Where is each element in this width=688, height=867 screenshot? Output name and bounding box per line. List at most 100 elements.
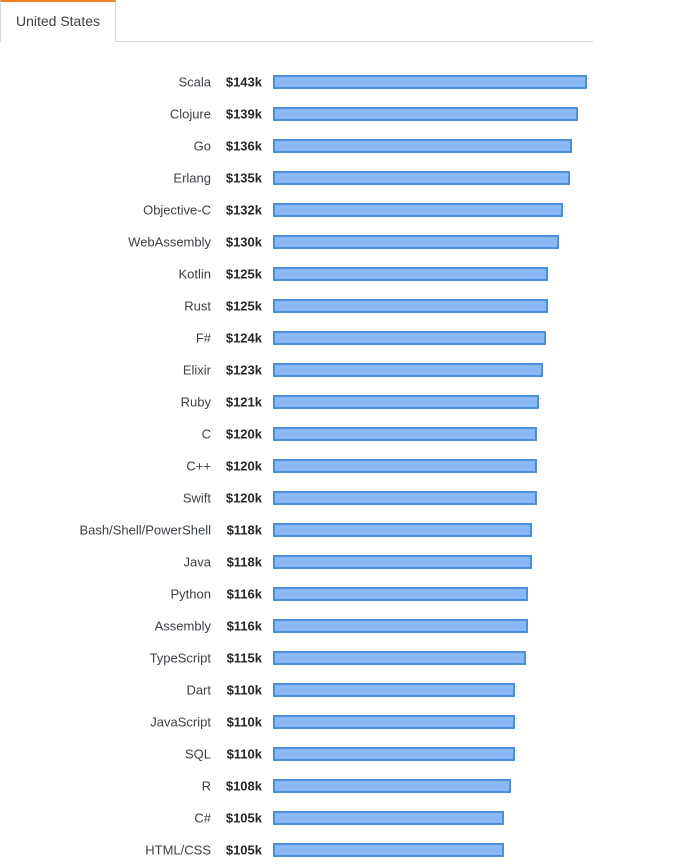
value-label: $139k <box>226 107 263 122</box>
bar-r <box>273 779 511 793</box>
bar-ruby <box>273 395 539 409</box>
bar-row-scala: Scala $143k <box>178 75 587 90</box>
bar-row-erlang: Erlang $135k <box>173 171 570 186</box>
bar-dart <box>273 683 515 697</box>
value-label: $120k <box>226 459 263 474</box>
bar-rust <box>273 299 548 313</box>
bar-row-typescript: TypeScript $115k <box>150 651 526 666</box>
bar-clojure <box>273 107 578 121</box>
bar-row-clojure: Clojure $139k <box>170 107 578 122</box>
value-label: $105k <box>226 843 263 858</box>
value-label: $124k <box>226 331 263 346</box>
bar-row-f: F# $124k <box>196 331 546 346</box>
value-label: $125k <box>226 299 263 314</box>
value-label: $115k <box>227 651 263 666</box>
category-label: Python <box>171 587 211 602</box>
bar-row-assembly: Assembly $116k <box>155 619 528 634</box>
bar-row-java: Java $118k <box>184 555 532 570</box>
value-label: $118k <box>227 555 263 570</box>
value-label: $116k <box>227 587 263 602</box>
bar-row-c: C# $105k <box>194 811 504 826</box>
value-label: $116k <box>227 619 263 634</box>
bar-objective-c <box>273 203 563 217</box>
bar-row-dart: Dart $110k <box>186 683 515 698</box>
category-label: Assembly <box>155 619 212 634</box>
bar-erlang <box>273 171 570 185</box>
bar-row-c: C $120k <box>202 427 537 442</box>
category-label: Java <box>184 555 212 570</box>
bar-row-elixir: Elixir $123k <box>183 363 543 378</box>
bar-go <box>273 139 572 153</box>
tab-united-states[interactable]: United States <box>0 0 116 42</box>
bar-row-r: R $108k <box>202 779 511 794</box>
bar-bash-shell-powershell <box>273 523 532 537</box>
bar-row-c: C++ $120k <box>186 459 537 474</box>
value-label: $118k <box>227 523 263 538</box>
value-label: $110k <box>227 683 263 698</box>
bar-row-swift: Swift $120k <box>183 491 537 506</box>
bar-webassembly <box>273 235 559 249</box>
bar-c <box>273 427 537 441</box>
category-label: Kotlin <box>178 267 211 282</box>
category-label: WebAssembly <box>128 235 211 250</box>
bar-row-go: Go $136k <box>194 139 572 154</box>
bar-row-kotlin: Kotlin $125k <box>178 267 548 282</box>
bar-f <box>273 331 546 345</box>
category-label: Objective-C <box>143 203 211 218</box>
value-label: $125k <box>226 267 263 282</box>
bar-typescript <box>273 651 526 665</box>
bar-javascript <box>273 715 515 729</box>
category-label: Swift <box>183 491 212 506</box>
bar-kotlin <box>273 267 548 281</box>
bar-elixir <box>273 363 543 377</box>
category-label: Rust <box>184 299 211 314</box>
category-label: C++ <box>186 459 211 474</box>
value-label: $121k <box>226 395 263 410</box>
category-label: Bash/Shell/PowerShell <box>79 523 211 538</box>
value-label: $135k <box>226 171 263 186</box>
bar-row-objective-c: Objective-C $132k <box>143 203 563 218</box>
bar-row-sql: SQL $110k <box>185 747 515 762</box>
bar-row-ruby: Ruby $121k <box>181 395 539 410</box>
bar-c <box>273 811 504 825</box>
value-label: $136k <box>226 139 263 154</box>
category-label: Dart <box>186 683 211 698</box>
bar-scala <box>273 75 587 89</box>
category-label: HTML/CSS <box>145 843 211 858</box>
bar-c <box>273 459 537 473</box>
category-label: C <box>202 427 211 442</box>
value-label: $132k <box>226 203 263 218</box>
value-label: $110k <box>227 715 263 730</box>
category-label: R <box>202 779 211 794</box>
bar-assembly <box>273 619 528 633</box>
value-label: $110k <box>227 747 263 762</box>
value-label: $123k <box>226 363 263 378</box>
bar-java <box>273 555 532 569</box>
region-tab-bar: United States <box>0 0 593 42</box>
category-label: Clojure <box>170 107 211 122</box>
category-label: F# <box>196 331 212 346</box>
bar-python <box>273 587 528 601</box>
bar-html-css <box>273 843 504 857</box>
value-label: $130k <box>226 235 263 250</box>
bar-sql <box>273 747 515 761</box>
value-label: $143k <box>226 75 263 90</box>
value-label: $108k <box>226 779 263 794</box>
value-label: $120k <box>226 491 263 506</box>
bar-row-rust: Rust $125k <box>184 299 548 314</box>
category-label: TypeScript <box>150 651 212 666</box>
bar-swift <box>273 491 537 505</box>
category-label: Go <box>194 139 211 154</box>
bar-row-javascript: JavaScript $110k <box>150 715 515 730</box>
bar-row-bash-shell-powershell: Bash/Shell/PowerShell $118k <box>79 523 532 538</box>
value-label: $120k <box>226 427 263 442</box>
category-label: Elixir <box>183 363 212 378</box>
bar-row-python: Python $116k <box>171 587 528 602</box>
category-label: Ruby <box>181 395 212 410</box>
category-label: JavaScript <box>150 715 211 730</box>
value-label: $105k <box>226 811 263 826</box>
bar-row-webassembly: WebAssembly $130k <box>128 235 559 250</box>
bar-row-html-css: HTML/CSS $105k <box>145 843 504 858</box>
category-label: SQL <box>185 747 211 762</box>
